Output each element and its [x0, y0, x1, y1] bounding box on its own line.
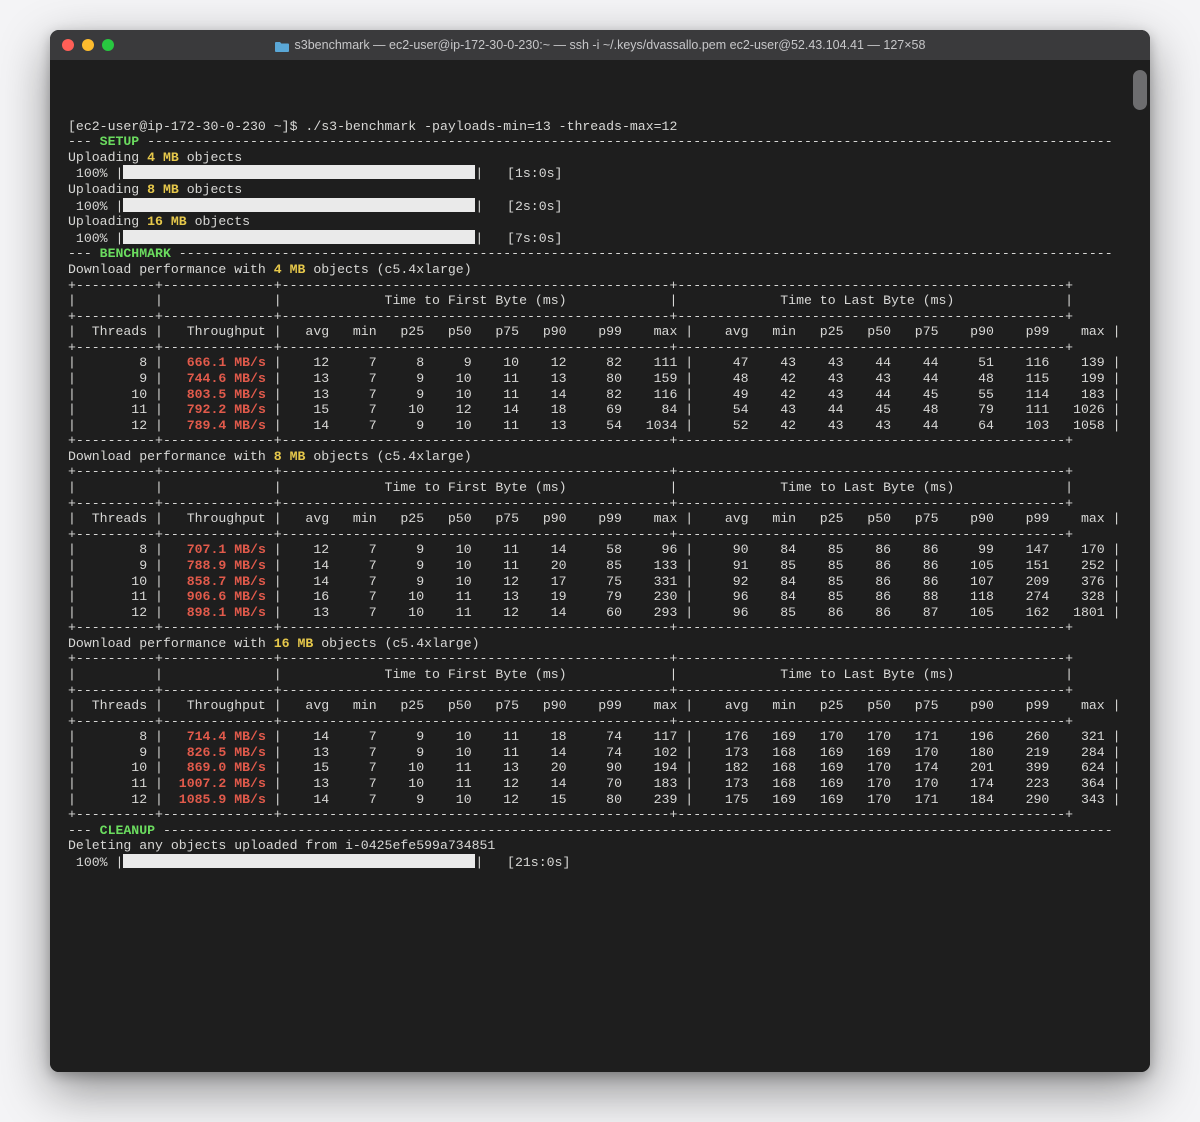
folder-icon	[275, 39, 289, 54]
cleanup-message: Deleting any objects uploaded from i-042…	[68, 838, 1132, 854]
table-rule: +----------+--------------+-------------…	[68, 278, 1132, 294]
table-row: | 11 | 792.2 MB/s | 15 7 10 12 14 18 69 …	[68, 402, 1132, 418]
table-header-groups: | | | Time to First Byte (ms) | Time to …	[68, 293, 1132, 309]
table-row: | 10 | 803.5 MB/s | 13 7 9 10 11 14 82 1…	[68, 387, 1132, 403]
table-rule: +----------+--------------+-------------…	[68, 807, 1132, 823]
maximize-icon[interactable]	[102, 39, 114, 51]
table-rule: +----------+--------------+-------------…	[68, 340, 1132, 356]
close-icon[interactable]	[62, 39, 74, 51]
table-header-cols: | Threads | Throughput | avg min p25 p50…	[68, 698, 1132, 714]
table-header-groups: | | | Time to First Byte (ms) | Time to …	[68, 667, 1132, 683]
table-row: | 11 | 1007.2 MB/s | 13 7 10 11 12 14 70…	[68, 776, 1132, 792]
table-header-groups: | | | Time to First Byte (ms) | Time to …	[68, 480, 1132, 496]
progress-bar: 100% || [1s:0s]	[68, 165, 1132, 182]
table-rule: +----------+--------------+-------------…	[68, 433, 1132, 449]
upload-label: Uploading 4 MB objects	[68, 150, 1132, 166]
terminal-output: [ec2-user@ip-172-30-0-230 ~]$ ./s3-bench…	[68, 119, 1132, 871]
prompt-line: [ec2-user@ip-172-30-0-230 ~]$ ./s3-bench…	[68, 119, 1132, 135]
table-header-cols: | Threads | Throughput | avg min p25 p50…	[68, 324, 1132, 340]
table-row: | 12 | 898.1 MB/s | 13 7 10 11 12 14 60 …	[68, 605, 1132, 621]
minimize-icon[interactable]	[82, 39, 94, 51]
terminal-body[interactable]: [ec2-user@ip-172-30-0-230 ~]$ ./s3-bench…	[50, 60, 1150, 1072]
setup-header: --- SETUP ------------------------------…	[68, 134, 1132, 150]
cleanup-header: --- CLEANUP ----------------------------…	[68, 823, 1132, 839]
window-title: s3benchmark — ec2-user@ip-172-30-0-230:~…	[50, 38, 1150, 53]
table-rule: +----------+--------------+-------------…	[68, 651, 1132, 667]
benchmark-group-title: Download performance with 4 MB objects (…	[68, 262, 1132, 278]
table-rule: +----------+--------------+-------------…	[68, 683, 1132, 699]
table-row: | 8 | 707.1 MB/s | 12 7 9 10 11 14 58 96…	[68, 542, 1132, 558]
table-rule: +----------+--------------+-------------…	[68, 464, 1132, 480]
upload-label: Uploading 16 MB objects	[68, 214, 1132, 230]
table-row: | 9 | 744.6 MB/s | 13 7 9 10 11 13 80 15…	[68, 371, 1132, 387]
window-title-text: s3benchmark — ec2-user@ip-172-30-0-230:~…	[295, 38, 926, 52]
table-row: | 8 | 666.1 MB/s | 12 7 8 9 10 12 82 111…	[68, 355, 1132, 371]
table-header-cols: | Threads | Throughput | avg min p25 p50…	[68, 511, 1132, 527]
progress-bar: 100% || [7s:0s]	[68, 230, 1132, 247]
table-rule: +----------+--------------+-------------…	[68, 714, 1132, 730]
benchmark-group-title: Download performance with 16 MB objects …	[68, 636, 1132, 652]
table-rule: +----------+--------------+-------------…	[68, 496, 1132, 512]
table-row: | 9 | 788.9 MB/s | 14 7 9 10 11 20 85 13…	[68, 558, 1132, 574]
table-row: | 10 | 869.0 MB/s | 15 7 10 11 13 20 90 …	[68, 760, 1132, 776]
scrollbar-thumb[interactable]	[1133, 70, 1147, 110]
table-rule: +----------+--------------+-------------…	[68, 527, 1132, 543]
table-row: | 9 | 826.5 MB/s | 13 7 9 10 11 14 74 10…	[68, 745, 1132, 761]
terminal-window: s3benchmark — ec2-user@ip-172-30-0-230:~…	[50, 30, 1150, 1072]
table-row: | 10 | 858.7 MB/s | 14 7 9 10 12 17 75 3…	[68, 574, 1132, 590]
table-row: | 8 | 714.4 MB/s | 14 7 9 10 11 18 74 11…	[68, 729, 1132, 745]
table-row: | 12 | 1085.9 MB/s | 14 7 9 10 12 15 80 …	[68, 792, 1132, 808]
progress-bar: 100% || [21s:0s]	[68, 854, 1132, 871]
benchmark-header: --- BENCHMARK --------------------------…	[68, 246, 1132, 262]
upload-label: Uploading 8 MB objects	[68, 182, 1132, 198]
benchmark-group-title: Download performance with 8 MB objects (…	[68, 449, 1132, 465]
progress-bar: 100% || [2s:0s]	[68, 198, 1132, 215]
table-rule: +----------+--------------+-------------…	[68, 309, 1132, 325]
titlebar[interactable]: s3benchmark — ec2-user@ip-172-30-0-230:~…	[50, 30, 1150, 60]
table-row: | 12 | 789.4 MB/s | 14 7 9 10 11 13 54 1…	[68, 418, 1132, 434]
table-rule: +----------+--------------+-------------…	[68, 620, 1132, 636]
window-controls	[62, 39, 114, 51]
table-row: | 11 | 906.6 MB/s | 16 7 10 11 13 19 79 …	[68, 589, 1132, 605]
